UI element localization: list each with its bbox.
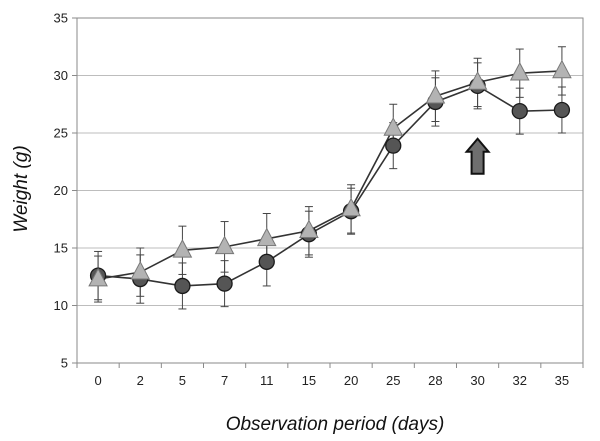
up-arrow-icon xyxy=(464,137,491,175)
point-triangle xyxy=(425,84,446,104)
x-tick-label: 5 xyxy=(179,373,186,388)
x-tick-label: 7 xyxy=(221,373,228,388)
point-circle xyxy=(385,137,402,154)
y-axis-title: Weight (g) xyxy=(11,145,32,232)
y-tick-label: 25 xyxy=(54,126,68,141)
x-tick-label: 15 xyxy=(302,373,316,388)
point-circle xyxy=(553,101,571,119)
point-triangle xyxy=(467,71,488,90)
series-markers xyxy=(88,59,572,295)
y-tick-label: 20 xyxy=(54,183,68,198)
y-axis-ticks: 5 10 15 20 25 30 35 xyxy=(54,11,77,371)
annotations xyxy=(464,137,491,175)
x-tick-label: 35 xyxy=(555,373,569,388)
x-tick-label: 0 xyxy=(94,373,101,388)
point-triangle xyxy=(509,61,530,81)
x-axis-ticks: 0 2 5 7 11 15 20 25 28 30 32 35 xyxy=(76,363,584,388)
y-tick-label: 35 xyxy=(54,11,68,26)
point-circle xyxy=(258,253,275,270)
point-circle xyxy=(511,103,528,120)
point-triangle xyxy=(256,227,277,247)
plot-area-frame xyxy=(76,17,584,364)
y-tick-label: 15 xyxy=(54,241,68,256)
gridlines xyxy=(77,75,583,306)
x-tick-label: 30 xyxy=(470,373,484,388)
y-tick-label: 10 xyxy=(54,298,68,313)
point-triangle xyxy=(341,197,361,217)
point-triangle xyxy=(383,117,404,136)
point-circle xyxy=(216,275,233,292)
x-tick-label: 25 xyxy=(386,373,400,388)
point-triangle xyxy=(214,235,235,255)
x-axis-title: Observation period (days) xyxy=(226,414,445,435)
series-lines xyxy=(97,70,562,287)
point-circle xyxy=(174,277,191,295)
x-tick-label: 32 xyxy=(513,373,527,388)
point-triangle xyxy=(552,59,572,79)
x-tick-label: 20 xyxy=(344,373,358,388)
point-triangle xyxy=(130,260,151,280)
point-triangle xyxy=(299,219,319,239)
x-tick-label: 2 xyxy=(137,373,144,388)
x-tick-label: 11 xyxy=(260,373,274,388)
error-bars xyxy=(94,46,566,310)
point-triangle xyxy=(88,267,108,287)
series-line-circle xyxy=(98,84,562,287)
y-tick-label: 30 xyxy=(54,68,68,83)
y-tick-label: 5 xyxy=(61,356,68,371)
x-tick-label: 28 xyxy=(428,373,442,388)
point-triangle xyxy=(172,239,193,258)
